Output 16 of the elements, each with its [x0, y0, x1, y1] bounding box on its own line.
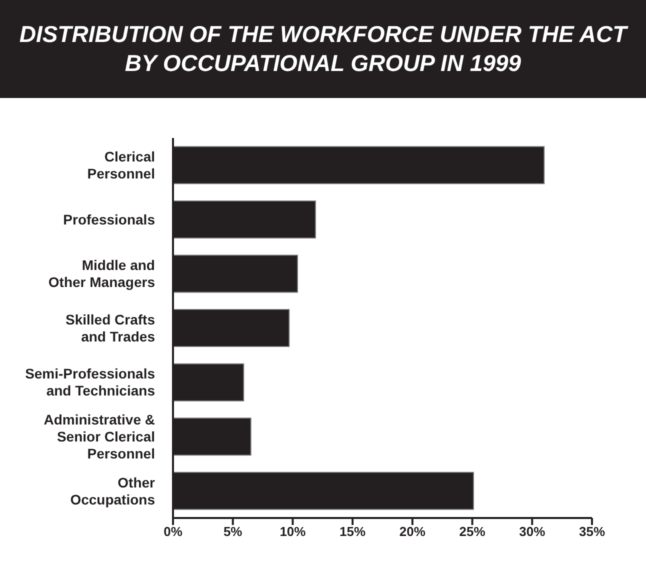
x-tick-label: 30% — [519, 524, 546, 540]
x-tick-label: 25% — [459, 524, 486, 540]
x-tick-label: 0% — [164, 524, 183, 540]
chart-title: DISTRIBUTION OF THE WORKFORCE UNDER THE ACT BY OCCUPATIONAL GROUP IN 1999 — [19, 20, 627, 78]
x-tick-label: 5% — [223, 524, 243, 540]
y-tick-label: Skilled Crafts and Trades — [66, 311, 156, 344]
y-tick-label: Other Occupations — [70, 474, 156, 508]
x-tick-label: 10% — [280, 524, 306, 540]
y-tick-label: Middle and Other Managers — [48, 257, 156, 290]
y-tick-label: Semi-Professionals and Technicians — [25, 366, 156, 399]
y-tick-label: Professionals — [63, 211, 156, 228]
x-tick-label: 15% — [340, 524, 366, 540]
x-tick-label: 35% — [578, 524, 606, 540]
y-tick-label: Clerical Personnel — [87, 148, 155, 182]
y-tick-label: Administrative & Senior Clerical Personnel — [44, 411, 155, 462]
x-tick-label: 20% — [399, 524, 426, 540]
